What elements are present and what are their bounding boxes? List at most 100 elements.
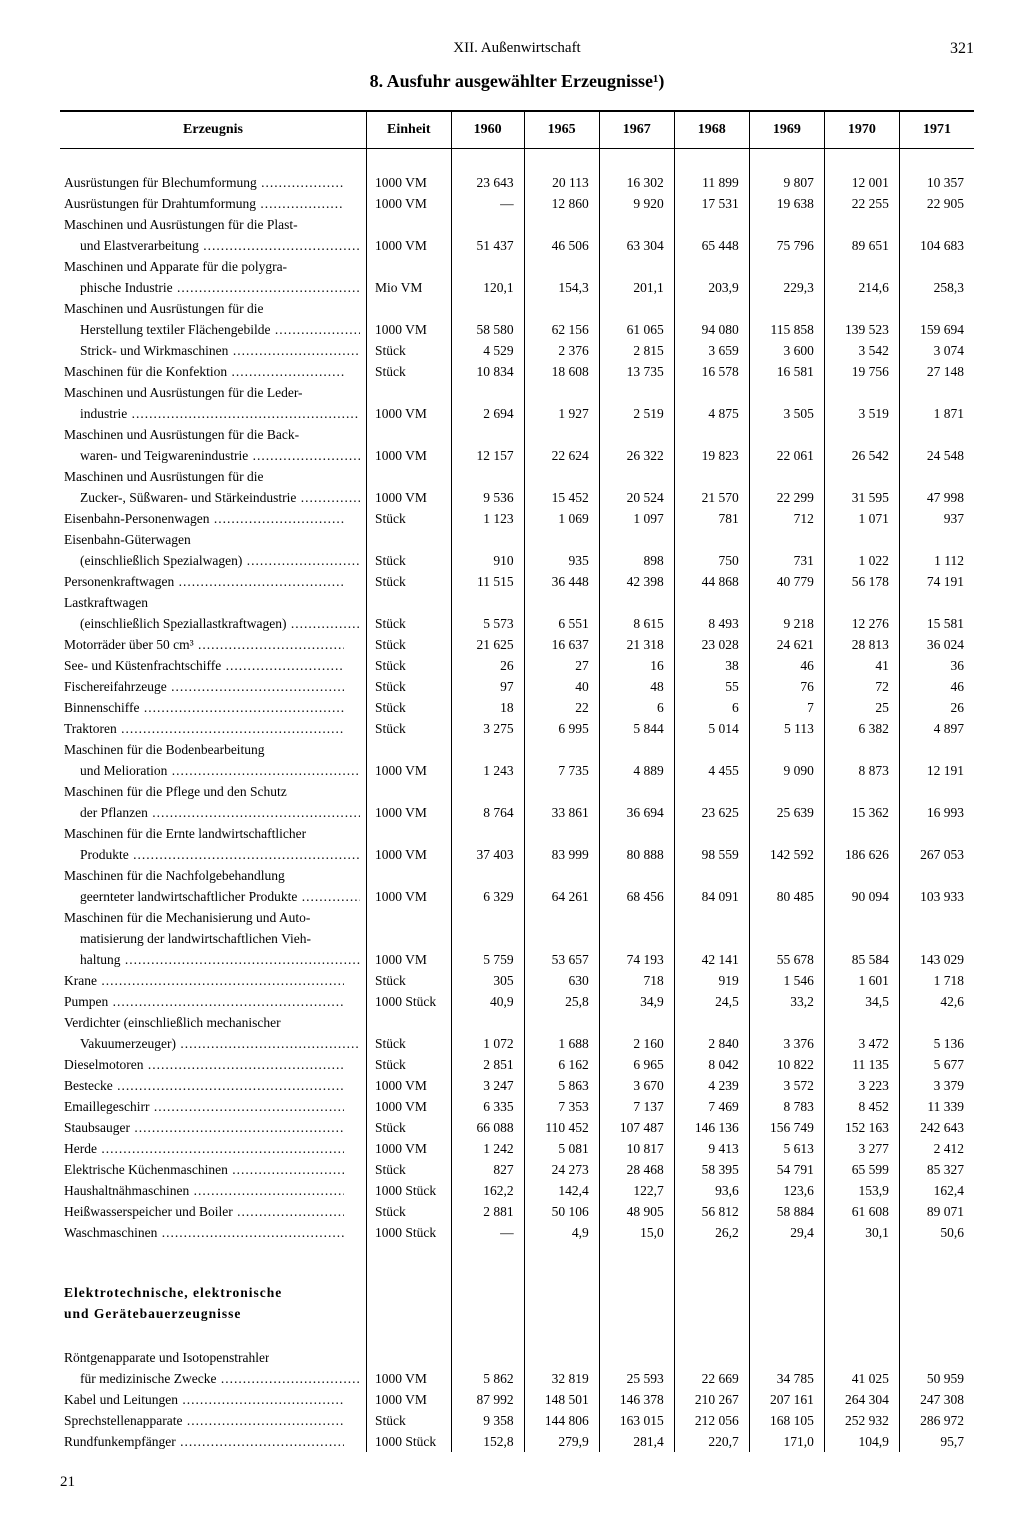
value-cell bbox=[524, 781, 599, 802]
value-cell: 171,0 bbox=[749, 1431, 824, 1452]
table-row: Herstellung textiler Flächengebilde1000 … bbox=[60, 319, 974, 340]
value-cell: 51 437 bbox=[451, 235, 524, 256]
value-cell: 36 694 bbox=[599, 802, 674, 823]
unit-cell bbox=[367, 1347, 452, 1368]
value-cell bbox=[749, 1012, 824, 1033]
table-row: SprechstellenapparateStück9 358144 80616… bbox=[60, 1410, 974, 1431]
value-cell: 23 643 bbox=[451, 172, 524, 193]
value-cell: 25 593 bbox=[599, 1368, 674, 1389]
value-cell: 85 327 bbox=[899, 1159, 974, 1180]
unit-cell: Stück bbox=[367, 697, 452, 718]
value-cell bbox=[524, 823, 599, 844]
value-cell bbox=[599, 424, 674, 445]
value-cell bbox=[899, 1347, 974, 1368]
product-label: Rundfunkempfänger bbox=[64, 1434, 344, 1450]
table-row: Heißwasserspeicher und BoilerStück2 8815… bbox=[60, 1201, 974, 1222]
value-cell: 3 277 bbox=[824, 1138, 899, 1159]
value-cell: 3 472 bbox=[824, 1033, 899, 1054]
unit-cell: Stück bbox=[367, 508, 452, 529]
value-cell bbox=[524, 907, 599, 928]
value-cell: 23 028 bbox=[674, 634, 749, 655]
value-cell: 1 069 bbox=[524, 508, 599, 529]
table-row: Rundfunkempfänger1000 Stück152,8279,9281… bbox=[60, 1431, 974, 1452]
product-label: (einschließlich Speziallastkraftwagen) bbox=[64, 616, 360, 632]
value-cell: 6 162 bbox=[524, 1054, 599, 1075]
value-cell bbox=[749, 1347, 824, 1368]
value-cell bbox=[749, 529, 824, 550]
table-row: Röntgenapparate und Isotopenstrahler bbox=[60, 1347, 974, 1368]
value-cell: 201,1 bbox=[599, 277, 674, 298]
value-cell: 21 570 bbox=[674, 487, 749, 508]
value-cell bbox=[599, 928, 674, 949]
value-cell: 11 899 bbox=[674, 172, 749, 193]
value-cell bbox=[824, 1282, 899, 1303]
unit-cell: 1000 VM bbox=[367, 403, 452, 424]
value-cell: 9 358 bbox=[451, 1410, 524, 1431]
table-row: Pumpen1000 Stück40,925,834,924,533,234,5… bbox=[60, 991, 974, 1012]
value-cell: 48 bbox=[599, 676, 674, 697]
value-cell: 8 615 bbox=[599, 613, 674, 634]
value-cell: 144 806 bbox=[524, 1410, 599, 1431]
product-label: Personenkraftwagen bbox=[64, 574, 344, 590]
product-label: Maschinen und Ausrüstungen für die Back- bbox=[64, 427, 299, 443]
unit-cell: Stück bbox=[367, 676, 452, 697]
value-cell bbox=[524, 928, 599, 949]
product-label: Herde bbox=[64, 1141, 344, 1157]
value-cell: 7 137 bbox=[599, 1096, 674, 1117]
unit-cell: 1000 VM bbox=[367, 235, 452, 256]
value-cell bbox=[749, 928, 824, 949]
product-label: Binnenschiffe bbox=[64, 700, 344, 716]
value-cell: 7 735 bbox=[524, 760, 599, 781]
table-row: Maschinen und Ausrüstungen für die bbox=[60, 298, 974, 319]
value-cell: 4,9 bbox=[524, 1222, 599, 1243]
value-cell bbox=[451, 1012, 524, 1033]
value-cell bbox=[674, 298, 749, 319]
value-cell: 24 621 bbox=[749, 634, 824, 655]
value-cell: 33 861 bbox=[524, 802, 599, 823]
product-label: Dieselmotoren bbox=[64, 1057, 344, 1073]
value-cell bbox=[674, 907, 749, 928]
product-label: Kabel und Leitungen bbox=[64, 1392, 344, 1408]
value-cell bbox=[824, 823, 899, 844]
product-label: Emaillegeschirr bbox=[64, 1099, 344, 1115]
value-cell bbox=[824, 382, 899, 403]
value-cell: 104 683 bbox=[899, 235, 974, 256]
value-cell: 97 bbox=[451, 676, 524, 697]
value-cell bbox=[824, 1303, 899, 1324]
value-cell: 3 542 bbox=[824, 340, 899, 361]
value-cell: 7 469 bbox=[674, 1096, 749, 1117]
value-cell bbox=[599, 823, 674, 844]
value-cell bbox=[451, 592, 524, 613]
unit-cell: 1000 Stück bbox=[367, 1180, 452, 1201]
value-cell bbox=[674, 256, 749, 277]
value-cell bbox=[824, 1012, 899, 1033]
value-cell: 281,4 bbox=[599, 1431, 674, 1452]
value-cell bbox=[749, 298, 824, 319]
product-label: Maschinen für die Mechanisierung und Aut… bbox=[64, 910, 310, 926]
value-cell: 34 785 bbox=[749, 1368, 824, 1389]
value-cell: 712 bbox=[749, 508, 824, 529]
table-row: Vakuumerzeuger)Stück1 0721 6882 1602 840… bbox=[60, 1033, 974, 1054]
value-cell bbox=[824, 424, 899, 445]
value-cell bbox=[824, 1347, 899, 1368]
product-label: und Melioration bbox=[64, 763, 360, 779]
value-cell: 212 056 bbox=[674, 1410, 749, 1431]
value-cell: 8 873 bbox=[824, 760, 899, 781]
value-cell: 718 bbox=[599, 970, 674, 991]
value-cell: 44 868 bbox=[674, 571, 749, 592]
value-cell: 80 888 bbox=[599, 844, 674, 865]
value-cell: 36 448 bbox=[524, 571, 599, 592]
value-cell bbox=[599, 298, 674, 319]
product-label: Maschinen für die Bodenbearbeitung bbox=[64, 742, 265, 758]
value-cell: 74 191 bbox=[899, 571, 974, 592]
value-cell: 8 764 bbox=[451, 802, 524, 823]
table-row: FischereifahrzeugeStück97404855767246 bbox=[60, 676, 974, 697]
value-cell: 2 851 bbox=[451, 1054, 524, 1075]
value-cell: 47 998 bbox=[899, 487, 974, 508]
table-row: für medizinische Zwecke1000 VM5 86232 81… bbox=[60, 1368, 974, 1389]
value-cell: 6 382 bbox=[824, 718, 899, 739]
value-cell bbox=[524, 1012, 599, 1033]
chapter-label: XII. Außenwirtschaft bbox=[60, 40, 974, 57]
product-label: für medizinische Zwecke bbox=[64, 1371, 360, 1387]
value-cell: 6 bbox=[674, 697, 749, 718]
